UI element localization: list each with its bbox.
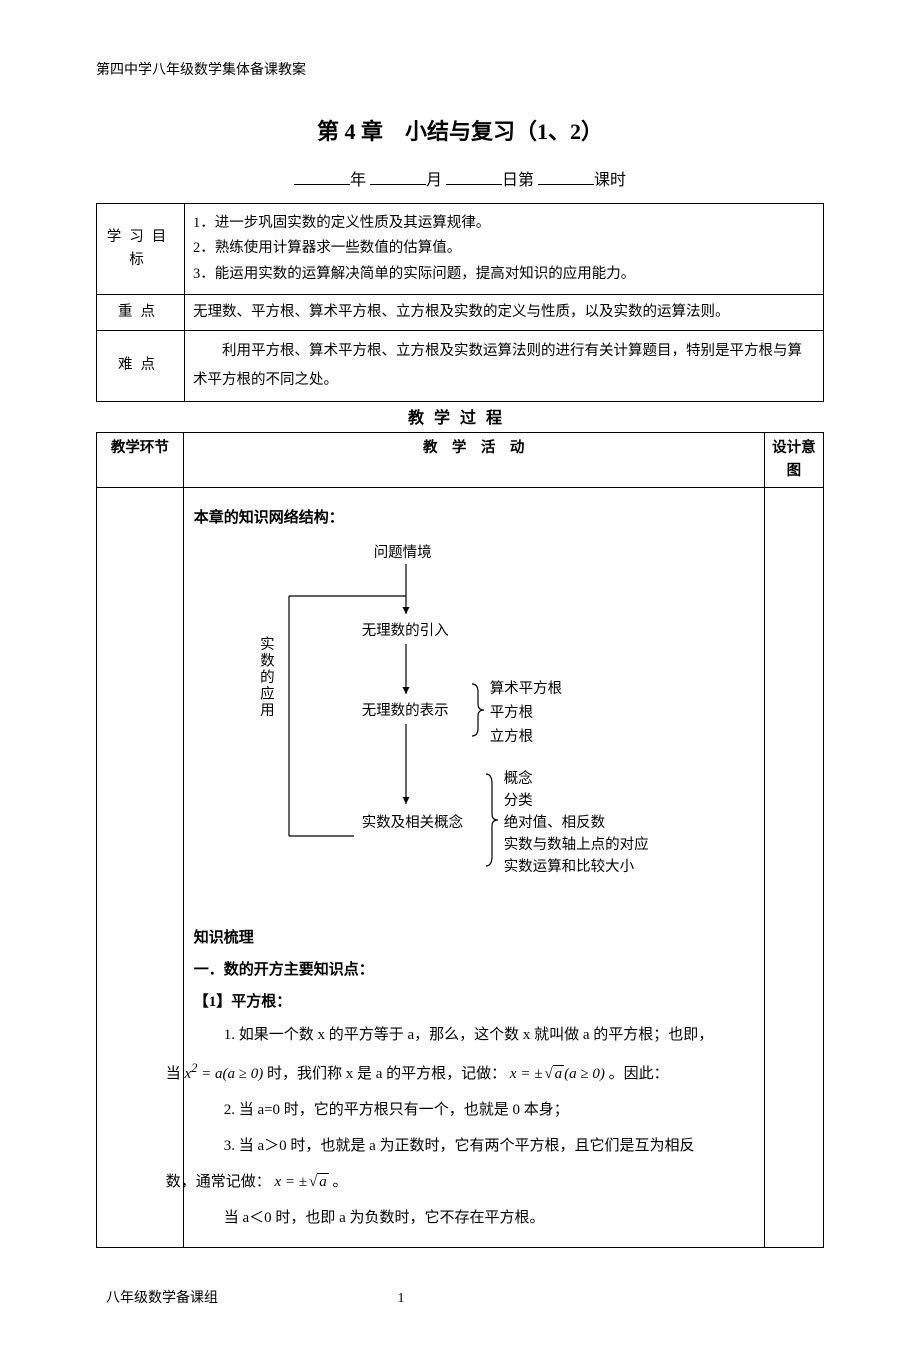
text: 时，我们称 x 是 a 的平方根，记做： — [267, 1066, 506, 1082]
text: 。因此： — [609, 1066, 669, 1082]
key-label: 重点 — [97, 294, 185, 330]
blank-year[interactable] — [294, 169, 350, 185]
text: 。 — [332, 1174, 347, 1190]
diagram-b3-item: 实数与数轴上点的对应 — [504, 834, 649, 857]
objectives-cell: 1．进一步巩固实数的定义性质及其运算规律。 2．熟练使用计算器求一些数值的估算值… — [185, 204, 824, 295]
paragraph: 当 a＜0 时，也即 a 为负数时，它不存在平方根。 — [194, 1203, 754, 1233]
process-table: 教学环节 教 学 活 动 设计意图 本章的知识网络结构： — [96, 432, 824, 1248]
sec1-1-title: 【1】平方根： — [194, 990, 754, 1014]
date-line: 年 月 日第 课时 — [96, 168, 824, 194]
diagram-b3-item: 绝对值、相反数 — [504, 812, 606, 835]
diagram-b3-item: 实数运算和比较大小 — [504, 856, 635, 879]
diagram-b3: 实数及相关概念 — [362, 812, 464, 835]
label-day: 日第 — [502, 172, 534, 189]
diagram-b1: 无理数的引入 — [362, 620, 449, 643]
objectives-label: 学习目标 — [97, 204, 185, 295]
footer-page: 1 — [398, 1288, 405, 1310]
col-intent-head: 设计意图 — [764, 432, 823, 487]
page-title: 第 4 章 小结与复习（1、2） — [96, 114, 824, 149]
paragraph: 当 x2 = a(a ≥ 0) 时，我们称 x 是 a 的平方根，记做： x =… — [166, 1056, 754, 1089]
activity-cell: 本章的知识网络结构： — [183, 487, 764, 1247]
meta-table: 学习目标 1．进一步巩固实数的定义性质及其运算规律。 2．熟练使用计算器求一些数… — [96, 203, 824, 402]
comb-title: 知识梳理 — [194, 926, 754, 950]
text: 数，通常记做： — [166, 1174, 271, 1190]
network-title: 本章的知识网络结构： — [194, 506, 754, 530]
diagram-b2-item: 算术平方根 — [490, 678, 563, 701]
intent-cell — [764, 487, 823, 1247]
paragraph: 2. 当 a=0 时，它的平方根只有一个，也就是 0 本身； — [194, 1095, 754, 1125]
process-title: 教学过程 — [96, 406, 824, 432]
footer-left: 八年级数学备课组 — [106, 1288, 218, 1310]
knowledge-diagram: 问题情境 实数的应用 无理数的引入 无理数的表示 算术平方根 平方根 立方根 实… — [234, 536, 754, 916]
diff-cell: 利用平方根、算术平方根、立方根及实数运算法则的进行有关计算题目，特别是平方根与算… — [185, 330, 824, 401]
blank-month[interactable] — [370, 169, 426, 185]
stage-cell — [97, 487, 184, 1247]
page-header: 第四中学八年级数学集体备课教案 — [96, 60, 824, 82]
label-year: 年 — [350, 172, 366, 189]
diagram-side: 实数的应用 — [254, 636, 277, 719]
col-activity-head: 教 学 活 动 — [183, 432, 764, 487]
label-month: 月 — [426, 172, 442, 189]
page-footer: 八年级数学备课组 1 — [96, 1288, 824, 1310]
label-period: 课时 — [594, 172, 626, 189]
math-expr: x = ±a(a ≥ 0) — [510, 1066, 605, 1082]
diagram-b2-item: 立方根 — [490, 726, 534, 749]
diagram-b3-item: 概念 — [504, 768, 533, 791]
sec1-title: 一．数的开方主要知识点： — [194, 958, 754, 982]
objective-item: 1．进一步巩固实数的定义性质及其运算规律。 — [193, 212, 815, 235]
blank-day[interactable] — [446, 169, 502, 185]
key-cell: 无理数、平方根、算术平方根、立方根及实数的定义与性质，以及实数的运算法则。 — [185, 294, 824, 330]
text: 当 — [166, 1066, 185, 1082]
diagram-b2: 无理数的表示 — [362, 700, 449, 723]
diff-label: 难点 — [97, 330, 185, 401]
math-expr: x2 = a(a ≥ 0) — [184, 1066, 263, 1082]
col-stage-head: 教学环节 — [97, 432, 184, 487]
paragraph: 3. 当 a＞0 时，也就是 a 为正数时，它有两个平方根，且它们是互为相反 — [194, 1131, 754, 1161]
paragraph: 数，通常记做： x = ±a 。 — [166, 1167, 754, 1197]
diagram-b3-item: 分类 — [504, 790, 533, 813]
diagram-root: 问题情境 — [374, 542, 432, 565]
objective-item: 3．能运用实数的运算解决简单的实际问题，提高对知识的应用能力。 — [193, 263, 815, 286]
paragraph: 1. 如果一个数 x 的平方等于 a，那么，这个数 x 就叫做 a 的平方根；也… — [194, 1020, 754, 1050]
blank-period[interactable] — [538, 169, 594, 185]
math-expr: x = ±a — [274, 1174, 328, 1190]
diagram-b2-item: 平方根 — [490, 702, 534, 725]
objective-item: 2．熟练使用计算器求一些数值的估算值。 — [193, 237, 815, 260]
